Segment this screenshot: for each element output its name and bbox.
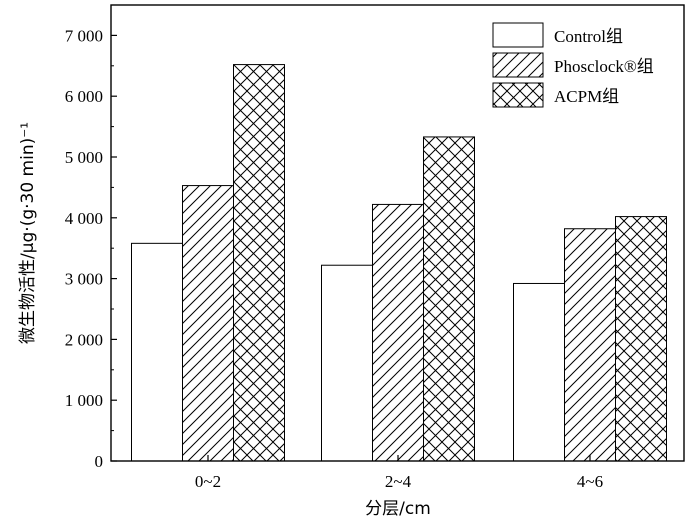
bar-0~2-series-0 [131, 242, 183, 462]
y-tick-label: 6 000 [65, 87, 103, 106]
bar-4~6-series-0 [513, 282, 565, 462]
legend-label-acpm: ACPM组 [554, 87, 619, 106]
legend: Control组 Phosclock®组 ACPM组 [492, 22, 654, 108]
bar-0~2-series-1 [182, 185, 234, 462]
legend-label-phoslock: Phosclock®组 [554, 57, 654, 76]
y-axis-ticks: 0 1 000 2 000 3 000 4 000 5 000 6 000 7 000 [65, 26, 117, 471]
x-tick-label: 4~6 [577, 472, 603, 491]
y-tick-label: 7 000 [65, 26, 103, 45]
y-tick-label: 3 000 [65, 270, 103, 289]
y-tick-label: 4 000 [65, 209, 103, 228]
y-tick-label: 0 [95, 452, 104, 471]
legend-swatch-control [492, 22, 544, 48]
bar-2~4-series-0 [321, 264, 373, 462]
y-tick-label: 5 000 [65, 148, 103, 167]
bar-0~2-series-2 [233, 64, 285, 462]
x-tick-label: 2~4 [385, 472, 412, 491]
legend-swatch-phoslock [492, 52, 544, 78]
x-tick-label: 0~2 [195, 472, 221, 491]
y-tick-label: 1 000 [65, 391, 103, 410]
bar-2~4-series-2 [423, 136, 475, 462]
legend-label-control: Control组 [554, 27, 623, 46]
x-axis-ticks: 0~2 2~4 4~6 [195, 455, 603, 491]
bar-4~6-series-1 [564, 228, 616, 462]
legend-swatch-acpm [492, 82, 544, 108]
bars-group [131, 64, 667, 462]
bar-4~6-series-2 [615, 216, 667, 462]
bar-2~4-series-1 [372, 203, 424, 462]
y-tick-label: 2 000 [65, 330, 103, 349]
x-axis-title: 分层/cm [365, 499, 431, 519]
y-axis-title: 微生物活性/μg·(g·30 min)⁻¹ [18, 122, 38, 344]
